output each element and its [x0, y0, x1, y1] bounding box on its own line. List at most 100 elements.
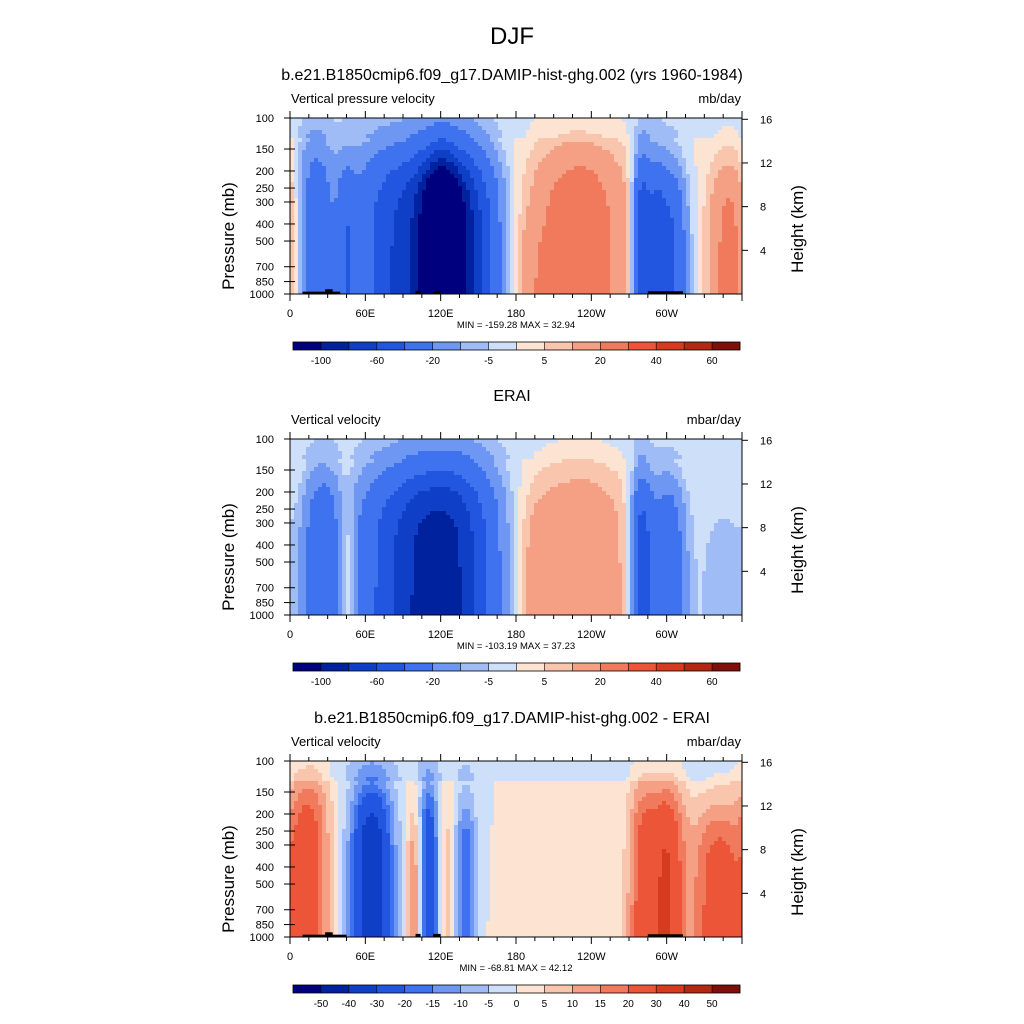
- field-cell: [606, 198, 611, 203]
- field-cell: [530, 282, 535, 287]
- field-cell: [674, 146, 679, 151]
- field-cell: [570, 286, 575, 291]
- field-cell: [594, 202, 599, 207]
- field-cell: [658, 238, 663, 243]
- field-cell: [526, 130, 531, 135]
- field-cell: [454, 158, 459, 163]
- field-cell: [334, 134, 339, 139]
- field-cell: [354, 234, 359, 239]
- field-cell: [338, 230, 343, 235]
- field-cell: [298, 182, 303, 187]
- field-cell: [298, 242, 303, 247]
- field-cell: [590, 282, 595, 287]
- field-cell: [478, 274, 483, 279]
- field-cell: [442, 174, 447, 179]
- field-cell: [346, 206, 351, 211]
- field-cell: [678, 206, 683, 211]
- field-cell: [602, 218, 607, 223]
- field-cell: [586, 230, 591, 235]
- field-cell: [634, 206, 639, 211]
- field-cell: [394, 282, 399, 287]
- field-cell: [302, 138, 307, 143]
- field-cell: [582, 122, 587, 127]
- field-cell: [362, 262, 367, 267]
- field-cell: [722, 198, 727, 203]
- field-cell: [478, 134, 483, 139]
- field-cell: [402, 286, 407, 291]
- field-cell: [330, 258, 335, 263]
- field-cell: [706, 222, 711, 227]
- field-cell: [714, 194, 719, 199]
- field-cell: [390, 154, 395, 159]
- field-cell: [334, 202, 339, 207]
- field-cell: [690, 262, 695, 267]
- field-cell: [602, 274, 607, 279]
- field-cell: [686, 170, 691, 175]
- field-cell: [682, 186, 687, 191]
- field-cell: [542, 150, 547, 155]
- field-cell: [502, 146, 507, 151]
- field-cell: [438, 266, 443, 271]
- field-cell: [490, 206, 495, 211]
- field-cell: [402, 282, 407, 287]
- field-cell: [674, 246, 679, 251]
- field-cell: [526, 290, 531, 294]
- field-cell: [422, 214, 427, 219]
- field-cell: [670, 270, 675, 275]
- field-cell: [710, 146, 715, 151]
- field-cell: [658, 266, 663, 271]
- field-cell: [722, 162, 727, 167]
- field-cell: [294, 282, 299, 287]
- y-tick-label: 150: [256, 144, 274, 156]
- field-cell: [522, 254, 527, 259]
- field-cell: [450, 274, 455, 279]
- field-cell: [550, 134, 555, 139]
- field-cell: [654, 234, 659, 239]
- field-cell: [530, 170, 535, 175]
- field-cell: [730, 222, 735, 227]
- field-cell: [490, 166, 495, 171]
- field-cell: [390, 246, 395, 251]
- field-cell: [426, 182, 431, 187]
- field-cell: [394, 214, 399, 219]
- field-cell: [586, 126, 591, 131]
- field-cell: [426, 226, 431, 231]
- field-cell: [326, 254, 331, 259]
- field-cell: [418, 162, 423, 167]
- field-cell: [566, 214, 571, 219]
- field-cell: [626, 238, 631, 243]
- field-cell: [466, 138, 471, 143]
- field-cell: [506, 286, 511, 291]
- field-cell: [310, 158, 315, 163]
- field-cell: [326, 270, 331, 275]
- field-cell: [458, 214, 463, 219]
- field-cell: [710, 234, 715, 239]
- field-cell: [362, 222, 367, 227]
- field-cell: [602, 266, 607, 271]
- field-cell: [582, 270, 587, 275]
- field-cell: [490, 282, 495, 287]
- field-cell: [718, 278, 723, 283]
- field-cell: [430, 214, 435, 219]
- field-cell: [694, 190, 699, 195]
- field-cell: [486, 138, 491, 143]
- field-cell: [366, 182, 371, 187]
- field-cell: [526, 266, 531, 271]
- field-cell: [342, 286, 347, 291]
- field-cell: [462, 178, 467, 183]
- field-cell: [614, 234, 619, 239]
- field-cell: [630, 130, 635, 135]
- field-cell: [694, 122, 699, 127]
- field-cell: [398, 186, 403, 191]
- field-cell: [414, 206, 419, 211]
- field-cell: [342, 182, 347, 187]
- field-cell: [474, 226, 479, 231]
- field-cell: [518, 166, 523, 171]
- field-cell: [554, 262, 559, 267]
- field-cell: [350, 250, 355, 255]
- field-cell: [354, 202, 359, 207]
- field-cell: [554, 234, 559, 239]
- field-cell: [302, 266, 307, 271]
- field-cell: [526, 166, 531, 171]
- field-cell: [702, 194, 707, 199]
